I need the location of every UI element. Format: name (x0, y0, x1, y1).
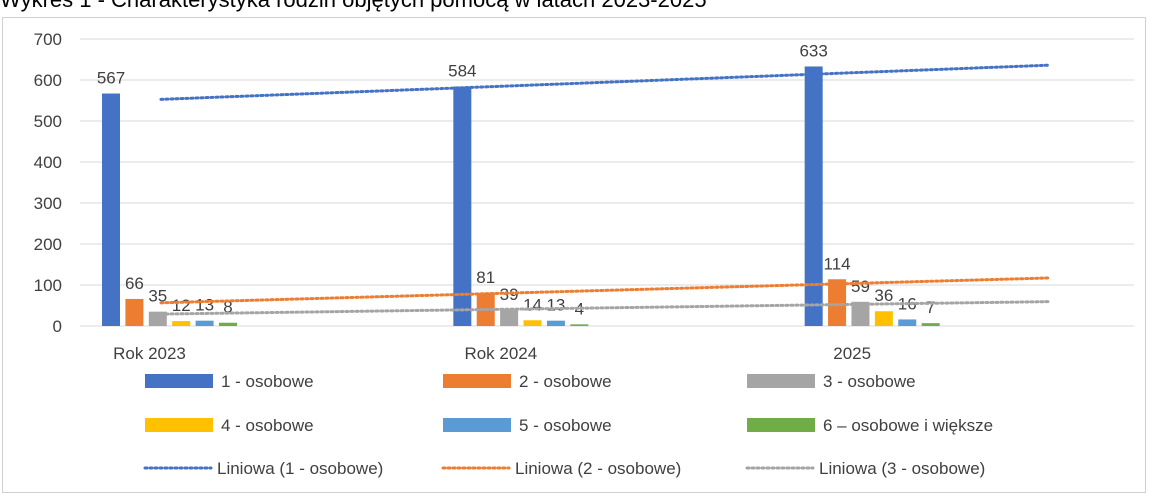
bar (570, 324, 589, 326)
y-tick-label: 200 (34, 235, 62, 254)
data-label: 66 (125, 274, 144, 293)
data-label: 35 (148, 287, 167, 306)
legend-label: 3 - osobowe (823, 372, 916, 391)
legend-label: 2 - osobowe (519, 372, 612, 391)
legend-swatch (747, 418, 815, 432)
bar (804, 66, 823, 326)
chart-title: Wykres 1 - Charakterystyka rodzin objęty… (0, 0, 1150, 15)
bar (172, 321, 191, 326)
bar (851, 301, 870, 326)
data-label: 7 (926, 298, 935, 317)
y-tick-label: 300 (34, 194, 62, 213)
data-label: 13 (546, 296, 565, 315)
data-label: 14 (523, 295, 542, 314)
bar (102, 93, 120, 326)
legend-swatch (145, 374, 213, 388)
trendline (159, 300, 1050, 316)
legend-label: 6 – osobowe i większe (823, 416, 993, 435)
y-tick-label: 500 (34, 112, 62, 131)
data-label: 114 (824, 254, 851, 273)
bar (125, 298, 144, 326)
legend-label: Liniowa (1 - osobowe) (217, 459, 383, 478)
legend-swatch (443, 374, 511, 388)
bar (500, 310, 519, 326)
data-label: 567 (97, 69, 125, 88)
legend-swatch (443, 418, 511, 432)
legend-label: Liniowa (3 - osobowe) (819, 459, 985, 478)
x-tick-label: 2025 (833, 344, 871, 363)
y-tick-label: 400 (34, 153, 62, 172)
x-tick-label: Rok 2024 (464, 344, 537, 363)
trendline (159, 63, 1050, 101)
data-label: 4 (575, 299, 584, 318)
bar (523, 320, 542, 326)
legend-swatch (747, 374, 815, 388)
data-label: 633 (799, 41, 827, 60)
bar (921, 323, 940, 326)
bar (898, 319, 917, 326)
data-label: 13 (195, 296, 214, 315)
trendline (159, 276, 1050, 305)
legend-swatch (145, 418, 213, 432)
bar (453, 86, 472, 326)
y-tick-label: 0 (53, 317, 62, 336)
legend-label: 1 - osobowe (221, 372, 314, 391)
data-label: 36 (874, 286, 893, 305)
bar (874, 311, 893, 326)
legend-label: Liniowa (2 - osobowe) (515, 459, 681, 478)
x-tick-label: Rok 2023 (113, 344, 186, 363)
bar (828, 279, 847, 326)
data-label: 8 (223, 298, 232, 317)
bar (546, 320, 565, 326)
legend-label: 4 - osobowe (221, 416, 314, 435)
bar (195, 320, 214, 326)
y-tick-label: 700 (34, 30, 62, 49)
y-tick-label: 600 (34, 71, 62, 90)
data-label: 59 (851, 277, 870, 296)
legend-label: 5 - osobowe (519, 416, 612, 435)
chart-frame (2, 17, 1146, 493)
bar (219, 322, 237, 326)
data-label: 584 (448, 62, 476, 81)
data-label: 81 (476, 268, 495, 287)
data-label: 39 (500, 285, 519, 304)
y-tick-label: 100 (34, 276, 62, 295)
